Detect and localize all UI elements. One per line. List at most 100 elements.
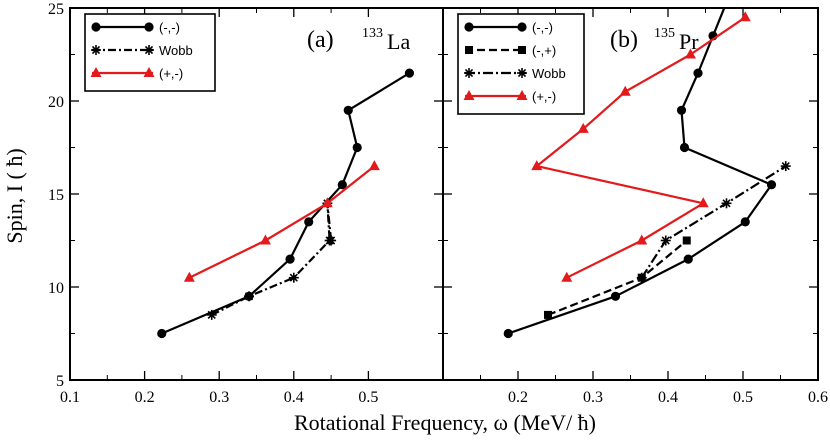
series-a-1-point (244, 291, 255, 302)
series-a-0-point-dot (343, 105, 353, 115)
series-a-0-point-dot (352, 142, 362, 153)
series-b-0-point (610, 291, 621, 301)
legend-marker (143, 67, 155, 77)
legend-marker-stroke (464, 68, 474, 78)
series-a-2-point-triangle (183, 271, 195, 282)
legend-marker (144, 22, 154, 32)
x-tick-label-b: 0.6 (808, 389, 828, 406)
x-tick-label-b: 0.2 (508, 389, 528, 406)
series-b-3-point (697, 197, 709, 208)
legend-marker-stroke (91, 45, 101, 55)
series-b-2-line (640, 165, 787, 279)
series-a-2-line (188, 165, 376, 279)
series-b-0-point-dot (610, 291, 621, 301)
x-tick-label-b: 0.4 (658, 389, 678, 406)
series-a-0-point (157, 328, 167, 339)
series-b-0-line (507, 8, 773, 335)
legend-marker-dot (144, 22, 154, 32)
legend-marker (464, 68, 474, 78)
series-b-0-point (740, 217, 750, 227)
series-a-0-point-dot (157, 328, 167, 339)
series-b-2-point (721, 198, 732, 209)
series-a-0-point (404, 68, 415, 78)
legend-marker-square (518, 46, 526, 54)
series-b-3-point (561, 271, 573, 282)
y-tick-label-a: 5 (56, 373, 64, 390)
series-a-0-point-dot (337, 180, 347, 190)
x-tick-label-a: 0.3 (209, 389, 229, 406)
series-a-1-point (326, 235, 337, 246)
series-a-0-point-dot (404, 68, 415, 78)
panel-b-nucleus-symbol: Pr (679, 29, 699, 54)
series-b-0-point (683, 254, 693, 264)
y-tick-label-a: 10 (48, 280, 64, 297)
legend-marker-dot (464, 22, 474, 32)
series-a-1-point-stroke (289, 273, 298, 282)
series-b-0-point-dot (766, 180, 777, 190)
legend-entry: (+,-) (463, 89, 556, 104)
legend-marker-triangle (463, 90, 475, 100)
panel-b-label: (b) (610, 27, 638, 53)
x-tick-label-a: 0.2 (135, 389, 155, 406)
series-b-1-point-square (682, 236, 691, 245)
series-b-0-point (503, 328, 513, 339)
series-b-3-point (636, 234, 648, 245)
series-a-2-point (321, 197, 333, 208)
series-b-3-point-triangle (685, 48, 696, 59)
panel-a-nucleus-mass: 133 (362, 26, 383, 41)
series-b-3-point (685, 48, 696, 59)
series-b-0-point (679, 142, 690, 153)
legend-label: (-,-) (532, 20, 553, 35)
series-b-2-point (636, 272, 647, 283)
x-tick-label-a: 0.1 (60, 389, 80, 406)
legend-marker (464, 22, 474, 32)
series-b-0-point (766, 180, 777, 190)
legend-entry: (+,-) (90, 66, 183, 81)
legend-marker (91, 45, 101, 55)
series-b-0-point-dot (693, 68, 703, 78)
legend-marker-triangle (516, 90, 528, 100)
legend-marker-stroke (517, 68, 527, 78)
x-axis-title: Rotational Frequency, ω (MeV/ ħ) (294, 410, 596, 435)
series-b-1-point (682, 236, 691, 245)
legend-marker-dot (91, 22, 101, 32)
y-tick-label-a: 25 (48, 1, 64, 18)
series-b-3-point (577, 122, 589, 133)
series-b-3-point-triangle (636, 234, 648, 245)
series-a-0-point (337, 180, 347, 190)
plot-layer: 0.1 0.2 0.3 0.4 0.5510152025(-,-)Wobb(+,-)0.… (48, 1, 828, 406)
series-b-0-point-dot (683, 254, 693, 264)
series-b-2-point (780, 161, 791, 172)
panel-a-nucleus: 133 La (362, 24, 410, 54)
legend-label: (-,-) (159, 20, 180, 35)
panel-b-data (503, 8, 791, 339)
legend-marker-stroke (144, 45, 154, 55)
series-b-0-point (693, 68, 703, 78)
legend-label: Wobb (532, 66, 566, 81)
series-a-1-point-stroke (207, 310, 216, 320)
series-b-3-point-triangle (561, 271, 573, 282)
series-a-2-point (183, 271, 195, 282)
series-b-3-point-triangle (697, 197, 709, 208)
series-b-2-point-stroke (661, 236, 670, 245)
series-a-2-point (368, 160, 380, 171)
series-b-3-line (535, 16, 746, 279)
y-tick-label-a: 15 (48, 187, 64, 204)
legend-marker (465, 46, 473, 54)
panel-a-data (157, 68, 415, 339)
series-a-2-point (259, 234, 271, 245)
series-a-0-line (161, 72, 411, 335)
x-tick-label-b: 0.3 (583, 389, 603, 406)
series-a-2-point-triangle (259, 234, 271, 245)
series-a-0-point-dot (285, 254, 295, 264)
legend-label: (-,+) (532, 43, 556, 58)
panel-b-legend: (-,-) (-,+) Wobb (+,-) (457, 13, 585, 115)
panel-a-nucleus-symbol: La (387, 29, 410, 54)
panel-a: 0.1 0.2 0.3 0.4 0.5 5 10 15 20 25 (-,-) Wobb (+,-) (48, 1, 444, 406)
series-b-2-point-stroke (637, 273, 646, 282)
series-b-0-point-dot (676, 105, 687, 115)
series-b-0-point-dot (679, 142, 690, 153)
series-b-3-point-triangle (531, 160, 543, 171)
series-b-0-point-dot (503, 328, 513, 339)
